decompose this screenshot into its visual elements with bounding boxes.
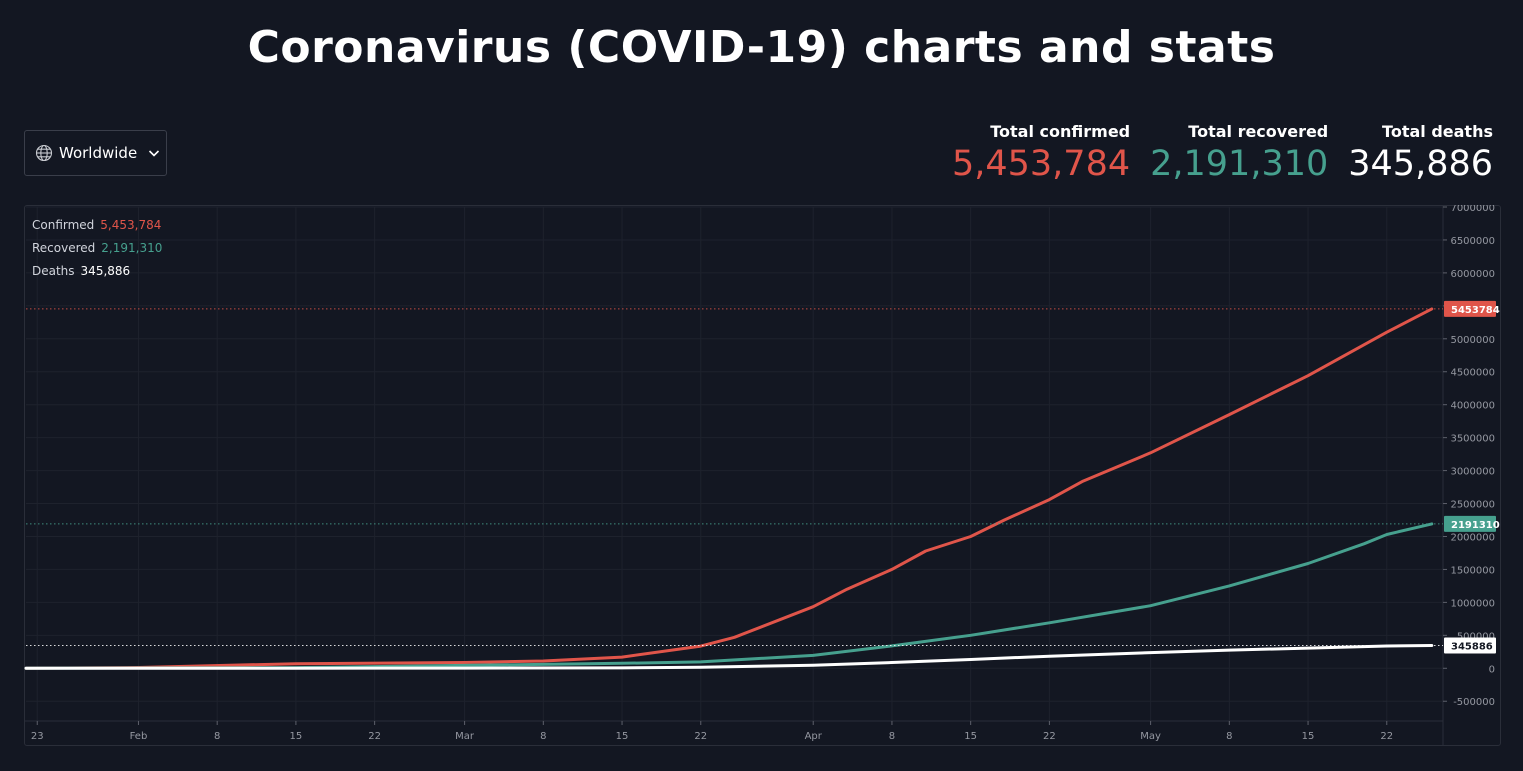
last-value-badge [1444, 515, 1496, 532]
last-value-label: 2191310 [1451, 520, 1500, 531]
globe-icon [35, 144, 53, 162]
last-value-badge [1444, 637, 1496, 654]
chart-legend: Confirmed 5,453,784 Recovered 2,191,310 De… [32, 214, 162, 283]
last-value-label: 345886 [1451, 641, 1493, 652]
stat-confirmed: Total confirmed 5,453,784 [952, 122, 1130, 183]
y-tick-label: 500000 [1457, 631, 1495, 642]
y-tick-label: 6500000 [1450, 236, 1495, 247]
x-tick-label: Mar [455, 731, 475, 742]
series-line-confirmed [24, 307, 1434, 670]
stat-deaths: Total deaths 345,886 [1348, 122, 1493, 183]
x-tick-label: Apr [805, 731, 823, 742]
legend-item-confirmed: Confirmed 5,453,784 [32, 214, 162, 237]
legend-name: Recovered [32, 241, 96, 255]
y-tick-label: 1000000 [1450, 598, 1495, 609]
x-tick-label: 22 [1380, 731, 1393, 742]
chevron-down-icon [147, 146, 161, 160]
series-line-recovered [24, 522, 1434, 670]
region-selector-label: Worldwide [59, 144, 138, 162]
stat-value: 2,191,310 [1150, 144, 1329, 184]
legend-value: 2,191,310 [101, 241, 163, 255]
stat-value: 345,886 [1348, 144, 1493, 184]
x-tick-label: 15 [616, 731, 629, 742]
region-selector[interactable]: Worldwide [24, 130, 167, 176]
x-tick-label: Feb [130, 731, 148, 742]
line-chart[interactable]: 7000000650000060000005500000500000045000… [24, 205, 1501, 746]
stats-summary: Total confirmed 5,453,784 Total recovere… [952, 122, 1493, 183]
legend-value: 5,453,784 [100, 218, 162, 232]
x-tick-label: 15 [290, 731, 303, 742]
x-tick-label: 22 [694, 731, 707, 742]
legend-name: Deaths [32, 264, 75, 278]
series-line-deaths [24, 644, 1434, 670]
x-tick-label: May [1140, 731, 1161, 742]
y-tick-label: -500000 [1453, 697, 1495, 708]
x-tick-label: 8 [1226, 731, 1232, 742]
y-tick-label: 1500000 [1450, 565, 1495, 576]
y-tick-label: 5000000 [1450, 335, 1495, 346]
x-tick-label: 22 [368, 731, 381, 742]
y-tick-label: 6000000 [1450, 269, 1495, 280]
x-tick-label: 15 [964, 731, 977, 742]
x-tick-label: 23 [31, 731, 44, 742]
legend-item-recovered: Recovered 2,191,310 [32, 237, 162, 260]
stat-recovered: Total recovered 2,191,310 [1150, 122, 1328, 183]
x-tick-label: 8 [889, 731, 895, 742]
legend-item-deaths: Deaths 345,886 [32, 260, 162, 283]
last-value-badge [1444, 300, 1496, 317]
x-tick-label: 8 [214, 731, 220, 742]
x-tick-label: 15 [1302, 731, 1315, 742]
stat-label: Total confirmed [990, 122, 1131, 141]
legend-name: Confirmed [32, 218, 95, 232]
page-title: Coronavirus (COVID-19) charts and stats [247, 22, 1276, 73]
stat-label: Total recovered [1188, 122, 1329, 141]
stat-value: 5,453,784 [951, 144, 1131, 184]
y-tick-label: 3000000 [1450, 467, 1495, 478]
legend-value: 345,886 [80, 264, 131, 278]
y-tick-label: 2500000 [1450, 500, 1495, 511]
y-tick-label: 2000000 [1450, 532, 1495, 543]
stat-label: Total deaths [1382, 122, 1493, 141]
y-tick-label: 4500000 [1450, 368, 1495, 379]
y-tick-label: 3500000 [1450, 434, 1495, 445]
x-tick-label: 8 [540, 731, 546, 742]
y-tick-label: 0 [1489, 664, 1495, 675]
y-tick-label: 7000000 [1450, 205, 1495, 214]
chart-container [24, 205, 1501, 746]
x-tick-label: 22 [1043, 731, 1056, 742]
last-value-label: 5453784 [1451, 305, 1500, 316]
y-tick-label: 4000000 [1450, 401, 1495, 412]
